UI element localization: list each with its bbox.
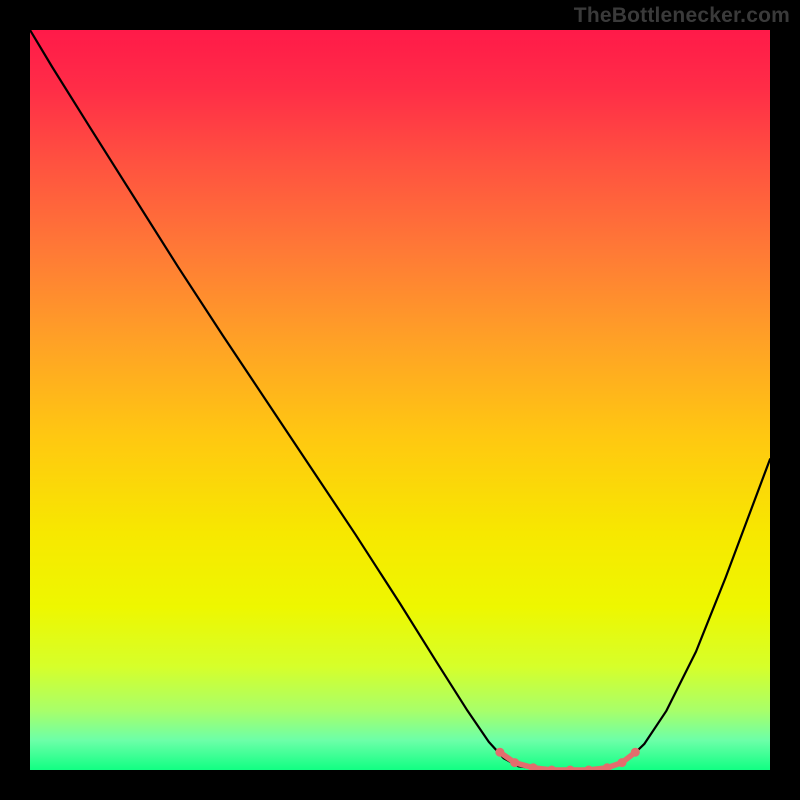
optimal-point-marker bbox=[510, 758, 519, 767]
chart-svg bbox=[30, 30, 770, 770]
watermark-text: TheBottlenecker.com bbox=[574, 4, 790, 28]
optimal-point-marker bbox=[495, 748, 504, 757]
chart-background bbox=[30, 30, 770, 770]
chart-area bbox=[30, 30, 770, 770]
optimal-point-marker bbox=[618, 758, 627, 767]
optimal-point-marker bbox=[631, 748, 640, 757]
chart-container: TheBottlenecker.com bbox=[0, 0, 800, 800]
